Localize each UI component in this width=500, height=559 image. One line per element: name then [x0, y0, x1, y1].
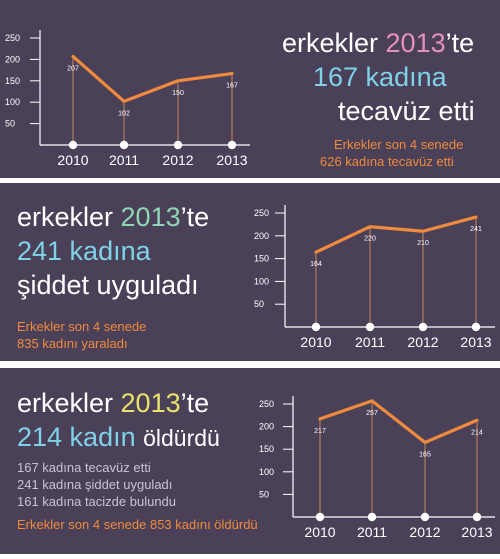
data-label: 164 [310, 261, 322, 268]
headline-rape: erkekler 2013’te [282, 28, 474, 59]
headline-year: 2013 [120, 388, 181, 418]
data-label: 257 [366, 410, 378, 417]
panel-rape: 50 100 150 200 250 207 102 150 167 2010 2011 2012 20… [0, 0, 500, 178]
headline-suffix: ’te [180, 202, 210, 232]
headline-murder: erkekler 2013’te [17, 388, 209, 419]
y-tick-label: 50 [259, 489, 269, 499]
category-dot [173, 140, 183, 150]
panel-murder: 50 100 150 200 250 217 257 165 214 2010 2011 2012 20… [0, 368, 500, 554]
category-dot [68, 140, 78, 150]
stat-rape: 167 kadına tecavüz etti [17, 460, 151, 475]
category-dot [315, 512, 325, 522]
headline-prefix: erkekler [17, 388, 121, 418]
series-line [314, 215, 478, 254]
data-label: 210 [417, 240, 429, 247]
note-murder: Erkekler son 4 senede 853 kadını öldürdü [17, 517, 258, 532]
headline-year: 2013 [120, 202, 181, 232]
note-rape-1: Erkekler son 4 senede [334, 137, 464, 152]
category-dot [119, 140, 129, 150]
stat-violence: 241 kadına şiddet uyguladı [17, 477, 173, 492]
series-line [318, 399, 479, 445]
y-tick-label: 250 [5, 33, 20, 43]
x-tick-label: 2013 [216, 152, 247, 168]
headline-prefix: erkekler [17, 202, 121, 232]
y-tick-label: 50 [254, 299, 264, 309]
data-label: 102 [118, 110, 130, 117]
category-dot [472, 512, 482, 522]
y-tick-label: 150 [5, 76, 20, 86]
note-violence-1: Erkekler son 4 senede [17, 319, 147, 334]
x-tick-label: 2010 [304, 524, 335, 540]
count-murder: 214 kadın öldürdü [17, 422, 220, 453]
count-rape: 167 kadına [313, 62, 447, 92]
x-tick-label: 2013 [461, 524, 492, 540]
action-rape: tecavüz etti [338, 96, 475, 126]
y-tick-label: 100 [254, 276, 269, 286]
y-tick-label: 50 [5, 119, 15, 129]
note-rape-2: 626 kadına tecavüz etti [320, 154, 454, 169]
x-tick-label: 2012 [409, 524, 440, 540]
x-tick-label: 2011 [357, 524, 387, 540]
category-dot [367, 512, 377, 522]
y-tick-label: 100 [259, 467, 274, 477]
data-label: 217 [314, 428, 326, 435]
data-label: 207 [67, 65, 79, 72]
x-tick-label: 2011 [109, 152, 139, 168]
x-tick-label: 2012 [407, 334, 438, 350]
x-tick-label: 2013 [460, 334, 491, 350]
data-label: 165 [419, 451, 431, 458]
y-tick-label: 200 [5, 54, 20, 64]
chart-violence: 50 100 150 200 250 164 220 210 241 2010 2011 2012 20… [254, 205, 495, 350]
headline-prefix: erkekler [282, 28, 386, 58]
category-dot [365, 322, 375, 332]
data-label: 214 [471, 429, 483, 436]
headline-suffix: ’te [445, 28, 475, 58]
data-label: 241 [470, 226, 482, 233]
count-murder-verb: öldürdü [143, 425, 220, 451]
y-tick-label: 200 [254, 231, 269, 241]
data-label: 220 [364, 236, 376, 243]
action-violence: şiddet uyguladı [17, 270, 199, 300]
y-tick-label: 100 [5, 97, 20, 107]
count-murder-number: 214 kadın [17, 422, 144, 452]
headline-year: 2013 [385, 28, 446, 58]
category-dot [418, 322, 428, 332]
category-dot [311, 322, 321, 332]
y-tick-label: 250 [254, 208, 269, 218]
x-tick-label: 2011 [355, 334, 385, 350]
category-dot [420, 512, 430, 522]
chart-rape: 50 100 150 200 250 207 102 150 167 2010 2011 2012 20… [5, 30, 250, 168]
note-violence-2: 835 kadını yaraladı [17, 336, 128, 351]
chart-murder: 50 100 150 200 250 217 257 165 214 2010 2011 2012 20… [259, 396, 495, 540]
count-violence: 241 kadına [17, 236, 151, 266]
category-dot [471, 322, 481, 332]
panel-violence: 50 100 150 200 250 164 220 210 241 2010 2011 2012 20… [0, 183, 500, 361]
y-tick-label: 200 [259, 422, 274, 432]
stat-harassment: 161 kadına tacizde bulundu [17, 494, 177, 509]
headline-violence: erkekler 2013’te [17, 202, 209, 233]
x-tick-label: 2010 [57, 152, 88, 168]
data-label: 150 [172, 90, 184, 97]
y-tick-label: 150 [259, 444, 274, 454]
y-tick-label: 150 [254, 254, 269, 264]
series-line [71, 54, 234, 103]
data-label: 167 [226, 83, 238, 90]
x-tick-label: 2012 [162, 152, 193, 168]
category-dot [227, 140, 237, 150]
headline-suffix: ’te [180, 388, 210, 418]
y-tick-label: 250 [259, 399, 274, 409]
x-tick-label: 2010 [300, 334, 331, 350]
